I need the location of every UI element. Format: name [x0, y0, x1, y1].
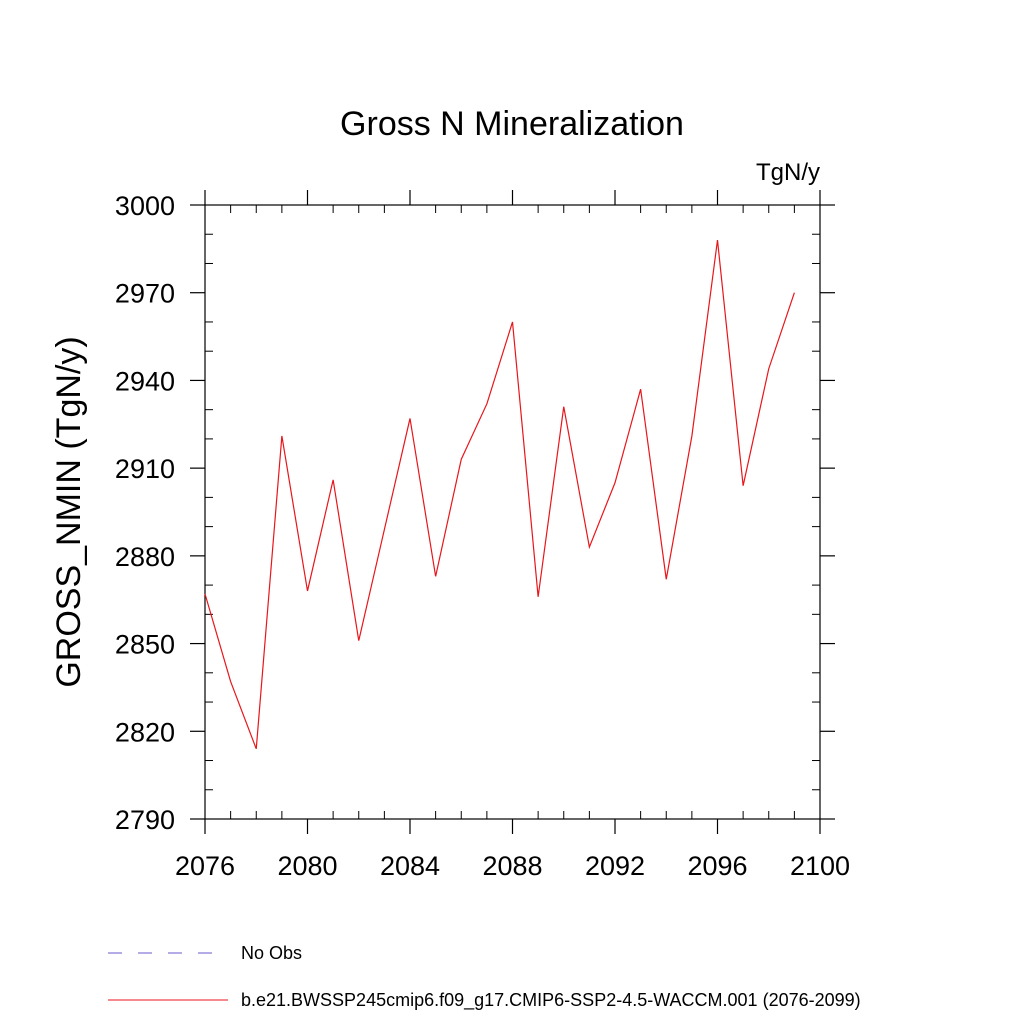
y-tick-label: 2820 — [115, 717, 175, 747]
series-line-0 — [204, 240, 795, 750]
plot-area-frame — [204, 204, 821, 820]
y-tick-label: 2790 — [115, 805, 175, 835]
legend-label-no-obs: No Obs — [241, 943, 302, 963]
y-tick-label: 2940 — [115, 366, 175, 396]
axis-ticks — [190, 190, 835, 834]
x-tick-label: 2084 — [380, 851, 440, 881]
x-tick-label: 2076 — [175, 851, 235, 881]
y-tick-label: 3000 — [115, 191, 175, 221]
series-layer — [204, 240, 795, 750]
legend: No Obs b.e21.BWSSP245cmip6.f09_g17.CMIP6… — [108, 943, 861, 1011]
y-tick-label: 2970 — [115, 279, 175, 309]
units-label: TgN/y — [756, 159, 820, 186]
y-tick-label: 2850 — [115, 630, 175, 660]
axis-tick-labels: 2790 2820 2850 2880 2910 2940 2970 3000 2076 2080… — [115, 191, 850, 881]
y-tick-label: 2880 — [115, 542, 175, 572]
x-tick-label: 2088 — [482, 851, 542, 881]
legend-label-model-run: b.e21.BWSSP245cmip6.f09_g17.CMIP6-SSP2-4… — [241, 990, 861, 1011]
x-tick-label: 2096 — [687, 851, 747, 881]
y-axis-label: GROSS_NMIN (TgN/y) — [50, 336, 88, 687]
x-tick-label: 2080 — [277, 851, 337, 881]
x-tick-label: 2100 — [790, 851, 850, 881]
x-tick-label: 2092 — [585, 851, 645, 881]
chart-title: Gross N Mineralization — [340, 105, 684, 143]
y-tick-label: 2910 — [115, 454, 175, 484]
